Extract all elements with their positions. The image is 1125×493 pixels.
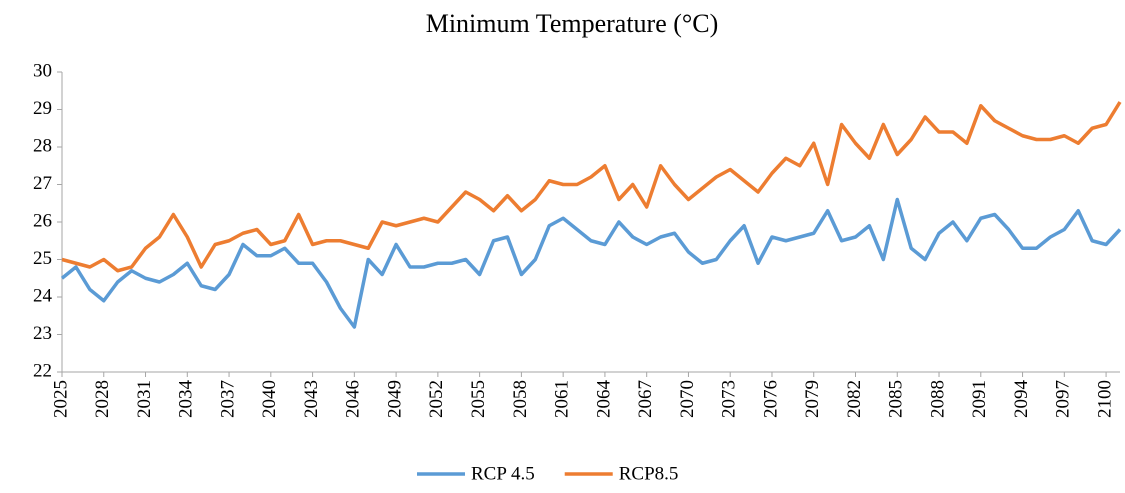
x-tick-label: 2076 [760,380,781,418]
x-tick-label: 2085 [886,380,907,418]
y-tick-label: 28 [33,135,52,156]
y-tick-label: 26 [33,210,52,231]
x-tick-label: 2031 [134,380,155,418]
x-tick-label: 2097 [1053,380,1074,418]
x-tick-label: 2082 [844,380,865,418]
x-tick-label: 2079 [802,380,823,418]
x-tick-label: 2043 [301,380,322,418]
x-tick-label: 2058 [510,380,531,418]
y-tick-label: 25 [33,248,52,269]
y-tick-label: 23 [33,323,52,344]
x-tick-label: 2028 [92,380,113,418]
x-tick-label: 2067 [635,380,656,418]
series-line [60,197,1122,329]
x-tick-label: 2061 [552,380,573,418]
y-tick-label: 27 [33,173,52,194]
x-tick-label: 2070 [677,380,698,418]
x-tick-label: 2088 [927,380,948,418]
x-tick-label: 2094 [1011,380,1032,419]
x-tick-label: 2034 [176,380,197,419]
x-tick-label: 2091 [969,380,990,418]
legend-label: RCP 4.5 [471,463,535,484]
x-tick-label: 2049 [384,380,405,418]
y-tick-label: 30 [33,60,52,81]
y-tick-label: 29 [33,98,52,119]
x-tick-label: 2040 [259,380,280,418]
y-tick-label: 24 [33,285,53,306]
chart-title: Minimum Temperature (°C) [426,9,719,38]
series-line [61,101,1122,273]
x-tick-label: 2055 [468,380,489,418]
x-tick-label: 2037 [217,380,238,418]
x-tick-label: 2100 [1094,380,1115,418]
legend-label: RCP8.5 [619,463,679,484]
x-tick-label: 2046 [343,380,364,418]
x-tick-label: 2025 [50,380,71,418]
x-tick-label: 2073 [719,380,740,418]
x-tick-label: 2064 [593,380,614,419]
x-tick-label: 2052 [426,380,447,418]
y-tick-label: 22 [33,360,52,381]
